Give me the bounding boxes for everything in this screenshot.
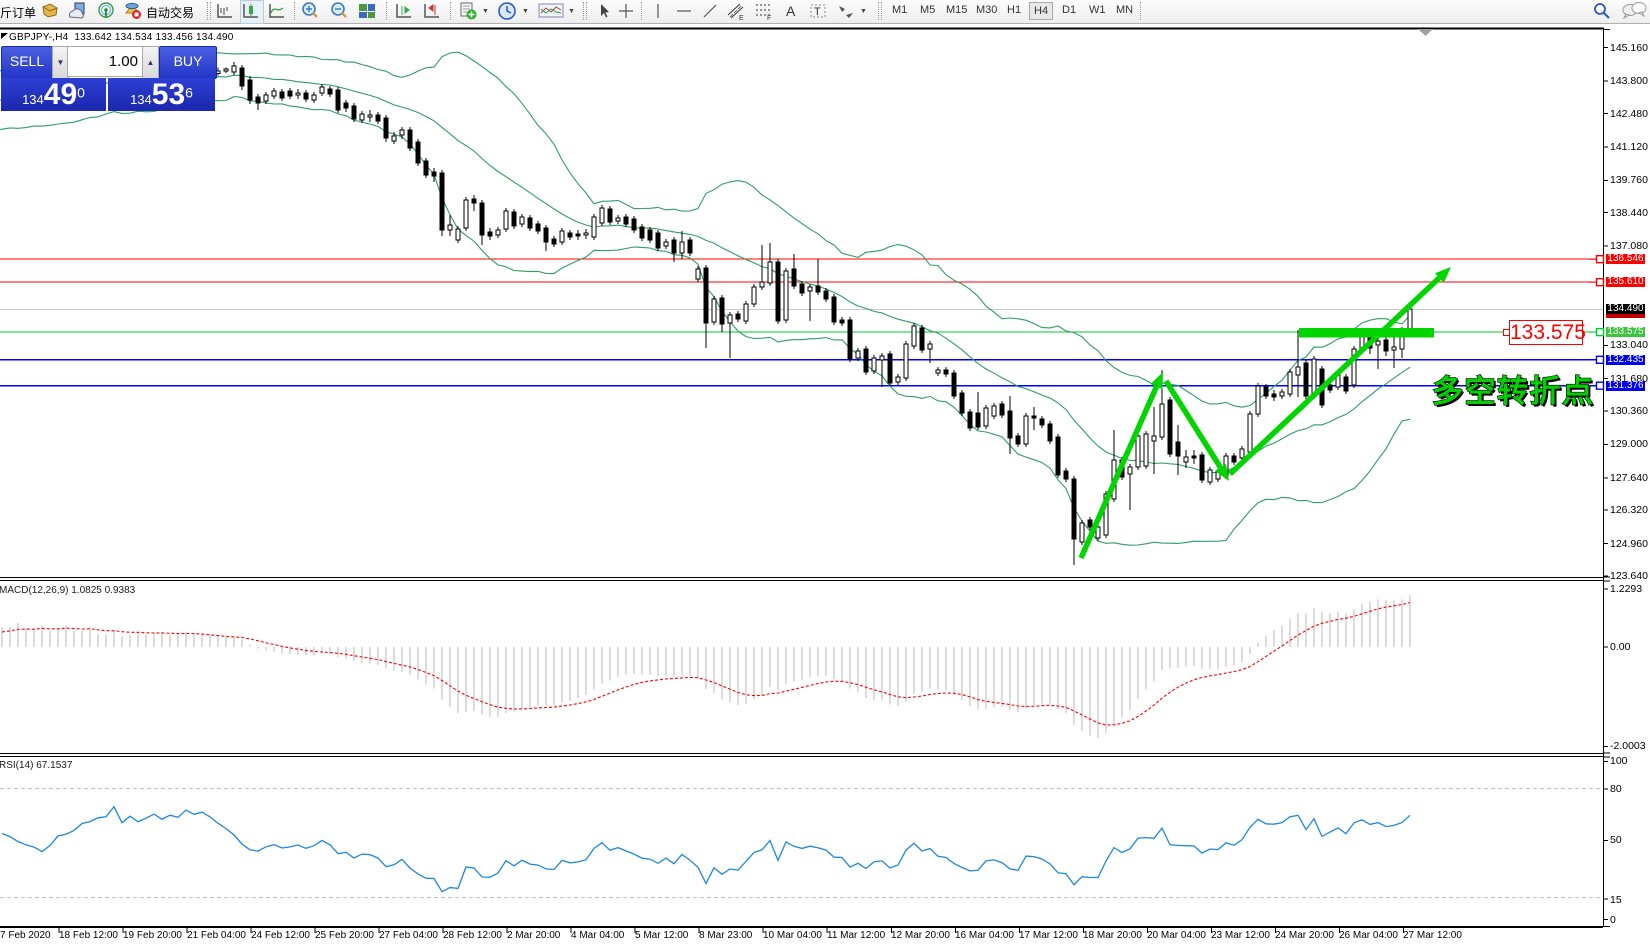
svg-text:E: E [739, 15, 744, 21]
svg-text:A: A [786, 3, 796, 19]
svg-text:F: F [767, 15, 771, 21]
svg-text:T: T [814, 6, 821, 18]
svg-text:多空转折点: 多空转折点 [1434, 376, 1597, 411]
svg-text:多空转折点: 多空转折点 [1432, 374, 1595, 409]
